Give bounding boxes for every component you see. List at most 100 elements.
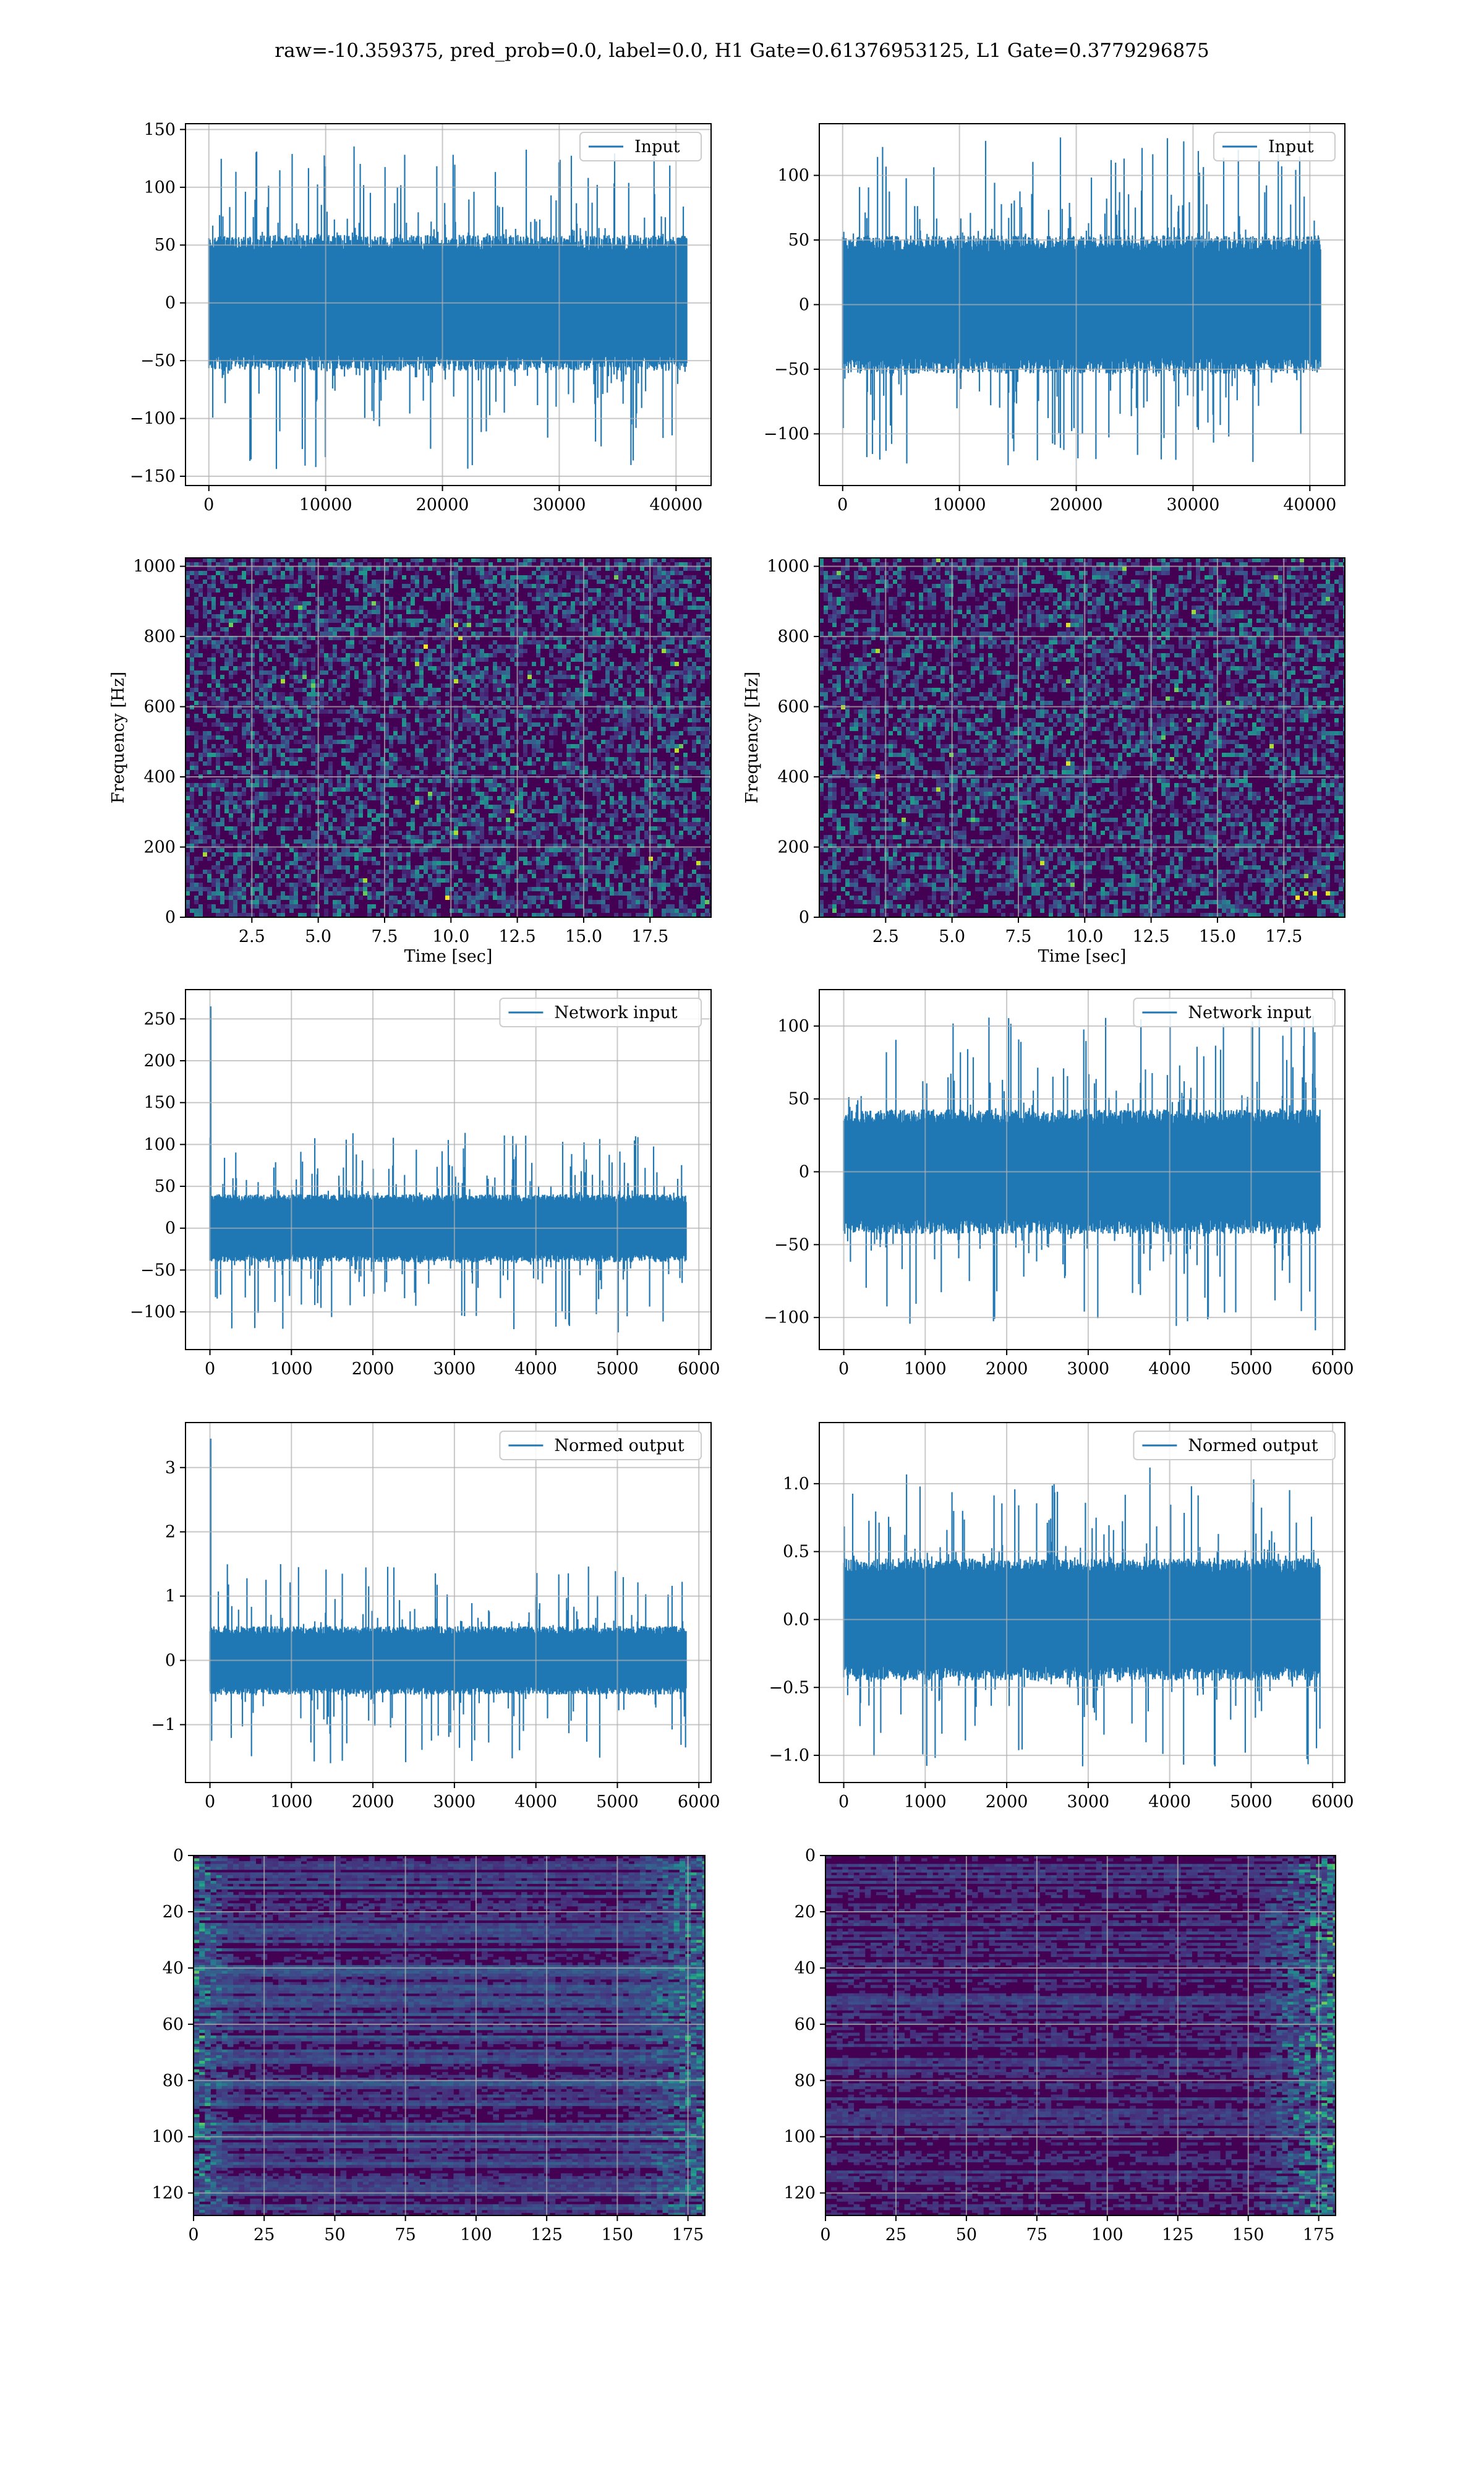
- x-tick-label: 50: [956, 2225, 977, 2245]
- y-tick-label: 400: [143, 768, 176, 787]
- y-tick-label: 0: [165, 1219, 176, 1238]
- plot-content: [186, 558, 711, 917]
- y-tick-label: −100: [130, 409, 176, 429]
- y-tick-label: −0.5: [769, 1678, 809, 1697]
- y-tick-label: 0: [173, 1846, 184, 1865]
- subplot-input-h1: 0 10000 20000 30000 40000 −150 −100 −50 0 50 100 15…: [130, 120, 712, 515]
- y-tick-label: 1000: [767, 557, 809, 576]
- x-tick-label: 3000: [433, 1792, 476, 1812]
- y-tick-label: 250: [143, 1009, 176, 1029]
- x-tick-label: 2000: [352, 1792, 394, 1812]
- x-tick-label: 12.5: [1133, 927, 1170, 946]
- x-tick-label: 6000: [1311, 1792, 1354, 1812]
- x-tick-label: 5000: [596, 1359, 639, 1379]
- figure-title: raw=-10.359375, pred_prob=0.0, label=0.0…: [0, 40, 1484, 62]
- x-tick-label: 100: [1091, 2225, 1124, 2245]
- y-tick-label: 800: [777, 627, 809, 646]
- y-tick-label: 100: [143, 1135, 176, 1154]
- y-tick-label: −1: [151, 1715, 176, 1734]
- y-tick-label: −150: [130, 467, 176, 486]
- legend: Input: [1213, 132, 1336, 161]
- x-tick-label: 0: [205, 1359, 215, 1379]
- subplot-spectrogram-h1: 2.5 5.0 7.5 10.0 12.5 15.0 17.5 0 200 400 600 800 10…: [109, 557, 712, 966]
- legend-label: Normed output: [554, 1436, 684, 1455]
- x-tick-label: 1000: [904, 1359, 947, 1379]
- x-tick-label: 4000: [514, 1359, 557, 1379]
- y-tick-label: 60: [795, 2015, 816, 2034]
- x-tick-label: 17.5: [1265, 927, 1302, 946]
- x-tick-label: 175: [672, 2225, 704, 2245]
- y-axis-label: Frequency [Hz]: [109, 672, 128, 803]
- axes-frame: [185, 123, 712, 486]
- legend-label: Input: [634, 137, 680, 156]
- y-tick-label: 1: [165, 1587, 176, 1606]
- axes-frame: [819, 1422, 1345, 1783]
- plot-content: [825, 1856, 1336, 2215]
- x-tick-label: 10.0: [432, 927, 469, 946]
- y-tick-label: 50: [155, 236, 176, 255]
- subplot-input-l1: 0 10000 20000 30000 40000 −100 −50 0 50 100 Input: [764, 123, 1345, 515]
- y-tick-label: 100: [143, 178, 176, 197]
- y-tick-label: −100: [764, 424, 809, 443]
- y-tick-label: 100: [777, 1017, 809, 1036]
- x-tick-label: 25: [254, 2225, 275, 2245]
- x-tick-label: 75: [394, 2225, 416, 2245]
- y-tick-label: 150: [143, 1094, 176, 1113]
- legend-label: Input: [1268, 137, 1314, 156]
- y-tick-label: 1000: [133, 557, 176, 576]
- y-tick-label: 0.0: [783, 1610, 809, 1629]
- y-tick-label: −50: [140, 351, 176, 370]
- y-tick-label: 0: [799, 296, 809, 315]
- x-tick-label: 7.5: [371, 927, 398, 946]
- x-tick-label: 2.5: [239, 927, 265, 946]
- y-tick-label: 0: [799, 1163, 809, 1182]
- y-tick-label: 50: [788, 1090, 809, 1109]
- x-tick-label: 1000: [270, 1792, 313, 1812]
- x-tick-label: 10000: [299, 495, 352, 515]
- x-tick-label: 40000: [649, 495, 702, 515]
- x-tick-label: 4000: [1148, 1792, 1191, 1812]
- x-tick-label: 75: [1026, 2225, 1047, 2245]
- x-tick-label: 17.5: [631, 927, 668, 946]
- x-tick-label: 2.5: [872, 927, 899, 946]
- x-tick-label: 125: [1162, 2225, 1194, 2245]
- x-tick-label: 150: [1232, 2225, 1264, 2245]
- y-tick-label: 600: [777, 698, 809, 717]
- y-tick-label: 80: [163, 2071, 184, 2091]
- y-tick-label: 80: [795, 2071, 816, 2091]
- x-tick-label: 40000: [1283, 495, 1336, 515]
- x-tick-label: 3000: [1067, 1792, 1110, 1812]
- subplot-network-input-l1: 0 1000 2000 3000 4000 5000 6000 −100 −50 0 50 100 Ne…: [764, 989, 1354, 1379]
- gridlines: [819, 1423, 1345, 1783]
- y-tick-label: 120: [151, 2184, 184, 2203]
- x-tick-label: 6000: [678, 1792, 720, 1812]
- y-tick-label: 20: [163, 1903, 184, 1922]
- x-tick-label: 5.0: [305, 927, 331, 946]
- y-tick-label: 0.5: [783, 1543, 809, 1562]
- subplot-feature-map-l1: 0 25 50 75 100 125 150 175 0 20 40 60 80 100 120: [783, 1846, 1336, 2245]
- y-tick-label: 200: [143, 1051, 176, 1071]
- y-tick-label: 40: [795, 1959, 816, 1978]
- y-tick-label: 120: [783, 2184, 816, 2203]
- x-axis-label: Time [sec]: [1038, 947, 1127, 966]
- gridlines: [186, 990, 711, 1350]
- y-tick-label: 1.0: [783, 1475, 809, 1494]
- x-tick-label: 1000: [270, 1359, 313, 1379]
- axes-frame: [825, 1855, 1336, 2216]
- gridlines: [186, 1423, 711, 1783]
- y-tick-label: 100: [783, 2128, 816, 2147]
- legend-label: Network input: [1188, 1003, 1311, 1022]
- y-tick-label: −50: [774, 1235, 809, 1254]
- x-tick-label: 5000: [596, 1792, 639, 1812]
- y-tick-label: 800: [143, 627, 176, 646]
- y-tick-label: 150: [143, 120, 176, 139]
- x-tick-label: 30000: [532, 495, 586, 515]
- y-tick-label: 40: [163, 1959, 184, 1978]
- subplot-normed-output-l1: 0 1000 2000 3000 4000 5000 6000 −1.0 −0.5 0.0 0.5 1…: [769, 1422, 1354, 1812]
- y-tick-label: 50: [155, 1177, 176, 1196]
- x-tick-label: 7.5: [1005, 927, 1031, 946]
- x-tick-label: 5000: [1230, 1359, 1273, 1379]
- x-tick-label: 25: [885, 2225, 906, 2245]
- legend: Normed output: [1133, 1431, 1336, 1460]
